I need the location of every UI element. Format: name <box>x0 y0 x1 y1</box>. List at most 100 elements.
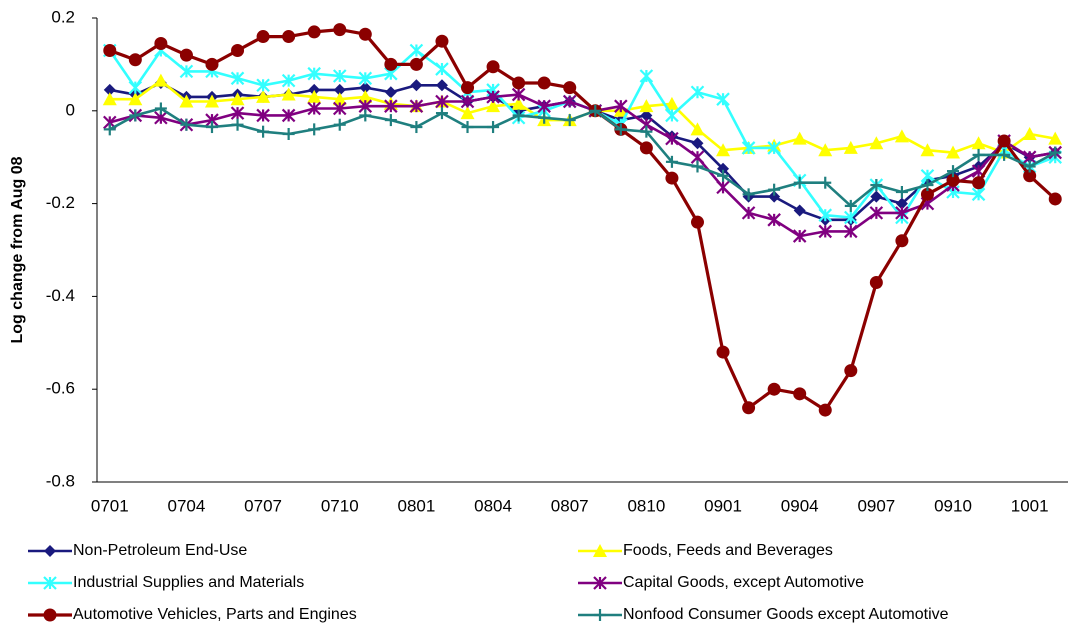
data-point <box>102 92 117 106</box>
legend-label: Automotive Vehicles, Parts and Engines <box>73 606 357 623</box>
marker-shape <box>1023 169 1037 183</box>
marker-shape <box>128 92 143 106</box>
marker-shape <box>690 215 704 229</box>
data-point <box>204 94 219 108</box>
data-point <box>537 76 551 90</box>
marker-shape <box>256 30 270 44</box>
data-point <box>844 210 858 225</box>
data-point <box>230 106 245 120</box>
data-point <box>997 134 1011 148</box>
x-tick-label: 0901 <box>704 496 742 515</box>
data-point <box>281 87 296 101</box>
data-point <box>460 94 475 109</box>
marker-shape <box>920 143 935 157</box>
marker-shape <box>384 57 398 71</box>
legend-marker <box>43 576 57 590</box>
data-point <box>716 143 731 157</box>
data-point <box>717 169 730 182</box>
data-point <box>282 128 295 140</box>
data-point <box>767 213 781 227</box>
marker-shape <box>281 87 296 101</box>
marker-shape <box>843 140 858 154</box>
data-point <box>230 71 245 86</box>
data-point <box>231 43 245 57</box>
marker-shape <box>639 141 653 155</box>
data-point <box>818 403 832 417</box>
x-tick-label: 0801 <box>397 496 435 515</box>
marker-shape <box>894 129 909 143</box>
marker-shape <box>793 204 806 217</box>
data-point <box>435 62 449 76</box>
data-point <box>179 48 193 62</box>
y-tick-label: -0.2 <box>46 193 75 212</box>
data-point <box>639 141 653 155</box>
data-point <box>486 90 500 104</box>
data-point <box>818 224 833 239</box>
data-point <box>332 69 347 83</box>
marker-shape <box>895 197 908 210</box>
marker-shape <box>1048 131 1063 145</box>
data-point <box>153 73 168 87</box>
marker-shape <box>333 83 346 96</box>
data-point <box>281 73 296 88</box>
data-point <box>409 99 424 113</box>
data-point <box>1023 160 1036 173</box>
data-point <box>180 118 193 131</box>
marker-shape <box>256 89 271 103</box>
data-point <box>511 96 526 110</box>
data-point <box>793 176 806 189</box>
marker-shape <box>640 109 653 122</box>
legend-marker <box>43 608 57 622</box>
data-point <box>562 94 577 109</box>
marker-shape <box>460 106 475 120</box>
marker-shape <box>205 57 219 71</box>
data-point <box>895 234 909 248</box>
marker-shape <box>282 30 296 44</box>
data-point <box>869 206 884 220</box>
data-point <box>332 101 347 116</box>
data-point <box>894 129 909 143</box>
data-point <box>307 101 321 116</box>
marker-shape <box>818 143 833 157</box>
marker-shape <box>435 79 448 92</box>
x-tick-label: 0910 <box>934 496 972 515</box>
data-point <box>614 99 628 113</box>
marker-shape <box>307 25 321 39</box>
x-tick-label: 0804 <box>474 496 512 515</box>
series-line <box>109 107 1056 208</box>
data-point <box>716 92 730 106</box>
data-point <box>639 69 654 83</box>
data-point <box>895 206 909 220</box>
marker-shape <box>792 131 807 145</box>
data-point <box>614 123 627 136</box>
data-point <box>1022 127 1037 140</box>
marker-shape <box>844 364 858 378</box>
x-tick-label: 0807 <box>551 496 589 515</box>
legend-marker <box>44 545 56 557</box>
data-point <box>640 109 653 122</box>
data-point <box>512 76 526 90</box>
marker-shape <box>920 187 934 201</box>
data-point <box>690 215 704 229</box>
marker-shape <box>716 345 730 359</box>
legend-marker <box>593 544 607 557</box>
data-point <box>691 160 704 173</box>
marker-shape <box>384 86 397 99</box>
data-point <box>844 199 857 212</box>
data-point <box>844 224 858 239</box>
marker-shape <box>639 99 654 113</box>
data-point <box>460 106 475 120</box>
data-point <box>742 401 756 415</box>
marker-shape <box>179 48 193 62</box>
data-point <box>869 136 884 150</box>
marker-shape <box>231 43 245 57</box>
marker-shape <box>563 81 577 95</box>
data-point <box>179 64 194 79</box>
marker-shape <box>665 171 679 185</box>
marker-shape <box>486 99 501 113</box>
marker-shape <box>333 23 347 37</box>
data-point <box>946 145 961 159</box>
data-point <box>256 108 270 123</box>
marker-shape <box>767 382 781 396</box>
data-point <box>103 123 116 136</box>
